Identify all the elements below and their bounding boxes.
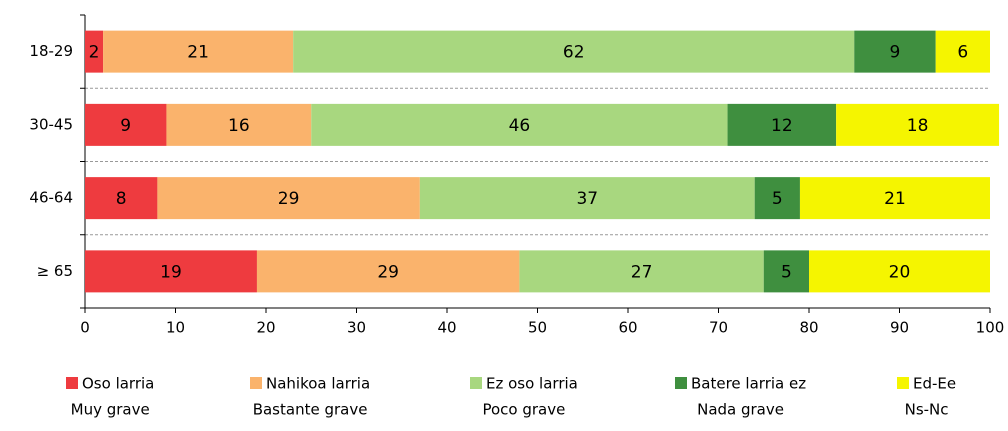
bar-segment xyxy=(85,103,167,146)
legend-label: Oso larria xyxy=(82,375,154,393)
y-tick-label: ≥ 65 xyxy=(37,262,73,280)
x-tick-label: 70 xyxy=(709,319,728,337)
legend-label: Nada grave xyxy=(697,401,784,419)
value-label: 6 xyxy=(957,43,968,63)
legend-swatch xyxy=(675,377,687,389)
value-label: 16 xyxy=(228,116,250,136)
x-tick-label: 0 xyxy=(80,319,90,337)
bar-segment xyxy=(419,177,755,220)
value-label: 62 xyxy=(563,43,585,63)
bar-segment xyxy=(727,103,837,146)
bar-segment xyxy=(809,250,990,293)
value-label: 5 xyxy=(781,262,792,282)
bar-segment xyxy=(85,250,257,293)
legend-swatch xyxy=(66,377,78,389)
legend-label: Muy grave xyxy=(71,401,150,419)
bar-segment xyxy=(85,177,158,220)
value-label: 8 xyxy=(116,189,127,209)
bar-segment xyxy=(799,177,990,220)
legend-label: Bastante grave xyxy=(253,401,368,419)
legend-label: Batere larria ez xyxy=(691,375,806,393)
y-tick-label: 46-64 xyxy=(29,189,73,207)
value-label: 37 xyxy=(576,189,598,209)
x-tick-label: 20 xyxy=(256,319,275,337)
legend-label: Ez oso larria xyxy=(486,375,578,393)
bar-segment xyxy=(836,103,1000,146)
legend-label: Ed-Ee xyxy=(913,375,956,393)
value-label: 27 xyxy=(631,262,653,282)
x-tick-label: 100 xyxy=(976,319,1005,337)
x-tick-label: 10 xyxy=(166,319,185,337)
value-label: 46 xyxy=(509,116,531,136)
value-label: 21 xyxy=(187,43,209,63)
value-label: 9 xyxy=(120,116,131,136)
bar-segment xyxy=(311,103,728,146)
bar-segment xyxy=(103,30,294,73)
value-label: 18 xyxy=(907,116,929,136)
value-label: 19 xyxy=(160,262,182,282)
x-tick-label: 30 xyxy=(347,319,366,337)
legend-swatch xyxy=(250,377,262,389)
value-label: 21 xyxy=(884,189,906,209)
x-tick-label: 40 xyxy=(437,319,456,337)
bar-segment xyxy=(763,250,809,293)
legend-label: Nahikoa larria xyxy=(266,375,370,393)
y-tick-label: 18-29 xyxy=(29,42,73,60)
y-tick-label: 30-45 xyxy=(29,115,73,133)
value-label: 29 xyxy=(278,189,300,209)
legend-label: Poco grave xyxy=(482,401,565,419)
value-label: 9 xyxy=(890,43,901,63)
bar-segment xyxy=(935,30,990,73)
bar-segment xyxy=(85,30,104,73)
bar-segment xyxy=(519,250,764,293)
value-label: 29 xyxy=(377,262,399,282)
bar-segment xyxy=(256,250,520,293)
x-tick-label: 50 xyxy=(528,319,547,337)
legend-swatch xyxy=(470,377,482,389)
legend-label: Ns-Nc xyxy=(905,401,949,419)
x-tick-label: 60 xyxy=(618,319,637,337)
bar-segment xyxy=(754,177,800,220)
x-tick-label: 80 xyxy=(799,319,818,337)
value-label: 20 xyxy=(889,262,911,282)
legend-swatch xyxy=(897,377,909,389)
x-tick-label: 90 xyxy=(890,319,909,337)
value-label: 12 xyxy=(771,116,793,136)
value-label: 5 xyxy=(772,189,783,209)
bar-segment xyxy=(293,30,855,73)
bar-segment xyxy=(854,30,936,73)
value-label: 2 xyxy=(89,43,100,63)
bar-segment xyxy=(166,103,312,146)
bar-segment xyxy=(157,177,420,220)
